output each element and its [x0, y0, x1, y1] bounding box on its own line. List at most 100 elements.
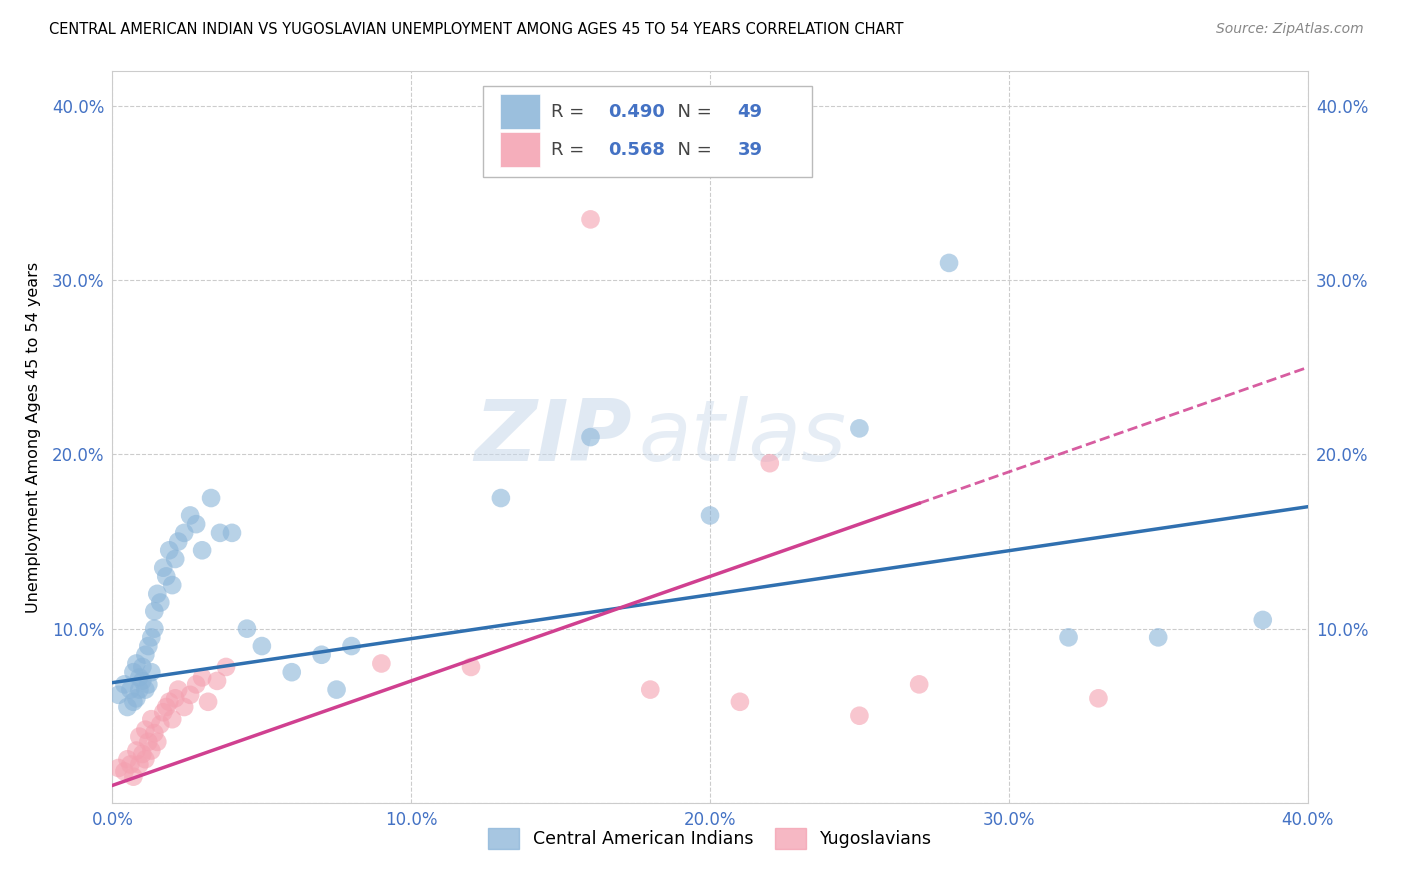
Point	[114, 764, 135, 779]
Point	[311, 648, 333, 662]
Text: R =: R =	[551, 103, 591, 120]
Point	[131, 747, 153, 761]
Point	[125, 657, 148, 671]
Point	[370, 657, 392, 671]
Point	[122, 695, 145, 709]
Point	[221, 525, 243, 540]
Point	[117, 752, 139, 766]
Point	[125, 691, 148, 706]
Point	[138, 677, 160, 691]
Point	[165, 691, 187, 706]
Text: atlas: atlas	[638, 395, 846, 479]
Point	[215, 660, 238, 674]
Point	[141, 712, 163, 726]
Point	[759, 456, 782, 470]
Point	[325, 682, 347, 697]
Text: N =: N =	[666, 103, 717, 120]
FancyBboxPatch shape	[499, 132, 540, 167]
Point	[131, 660, 153, 674]
Point	[236, 622, 259, 636]
Point	[149, 595, 172, 609]
Text: CENTRAL AMERICAN INDIAN VS YUGOSLAVIAN UNEMPLOYMENT AMONG AGES 45 TO 54 YEARS CO: CENTRAL AMERICAN INDIAN VS YUGOSLAVIAN U…	[49, 22, 904, 37]
Point	[114, 677, 135, 691]
Point	[125, 743, 148, 757]
Text: Source: ZipAtlas.com: Source: ZipAtlas.com	[1216, 22, 1364, 37]
Point	[128, 730, 150, 744]
Point	[138, 735, 160, 749]
Point	[157, 695, 180, 709]
Point	[131, 673, 153, 688]
Point	[143, 604, 166, 618]
Point	[122, 770, 145, 784]
Point	[908, 677, 931, 691]
Point	[162, 712, 183, 726]
Point	[460, 660, 482, 674]
Point	[579, 430, 602, 444]
Point	[167, 534, 190, 549]
Point	[120, 757, 142, 772]
Legend: Central American Indians, Yugoslavians: Central American Indians, Yugoslavians	[481, 822, 939, 856]
Text: ZIP: ZIP	[475, 395, 633, 479]
Point	[162, 578, 183, 592]
Text: 0.490: 0.490	[609, 103, 665, 120]
Point	[165, 552, 187, 566]
Point	[1057, 631, 1080, 645]
Point	[146, 587, 169, 601]
Point	[179, 508, 201, 523]
Text: 0.568: 0.568	[609, 141, 665, 159]
Point	[1147, 631, 1170, 645]
Point	[141, 743, 163, 757]
Point	[197, 695, 219, 709]
Point	[728, 695, 751, 709]
Point	[191, 543, 214, 558]
Point	[848, 708, 870, 723]
Text: R =: R =	[551, 141, 591, 159]
Point	[173, 700, 195, 714]
Point	[149, 717, 172, 731]
Point	[340, 639, 363, 653]
Text: 39: 39	[738, 141, 762, 159]
Point	[1251, 613, 1274, 627]
Point	[489, 491, 512, 505]
Point	[152, 560, 174, 574]
Point	[141, 665, 163, 680]
Point	[128, 682, 150, 697]
Point	[141, 631, 163, 645]
Point	[179, 688, 201, 702]
Point	[209, 525, 232, 540]
Point	[138, 639, 160, 653]
Point	[186, 517, 208, 532]
Point	[1087, 691, 1109, 706]
Point	[155, 569, 177, 583]
Point	[107, 688, 129, 702]
Point	[699, 508, 721, 523]
FancyBboxPatch shape	[484, 86, 811, 178]
Point	[938, 256, 960, 270]
Point	[134, 723, 156, 737]
Point	[143, 726, 166, 740]
Point	[117, 700, 139, 714]
Point	[191, 670, 214, 684]
Point	[152, 705, 174, 719]
Point	[281, 665, 304, 680]
Point	[579, 212, 602, 227]
Point	[146, 735, 169, 749]
Point	[200, 491, 222, 505]
Point	[134, 752, 156, 766]
Point	[173, 525, 195, 540]
Point	[155, 700, 177, 714]
Point	[157, 543, 180, 558]
Point	[848, 421, 870, 435]
Point	[134, 682, 156, 697]
Point	[120, 682, 142, 697]
Point	[143, 622, 166, 636]
Point	[107, 761, 129, 775]
Point	[128, 757, 150, 772]
Point	[205, 673, 228, 688]
Point	[134, 648, 156, 662]
Text: 49: 49	[738, 103, 762, 120]
Point	[640, 682, 662, 697]
Point	[128, 670, 150, 684]
Point	[186, 677, 208, 691]
Y-axis label: Unemployment Among Ages 45 to 54 years: Unemployment Among Ages 45 to 54 years	[25, 261, 41, 613]
